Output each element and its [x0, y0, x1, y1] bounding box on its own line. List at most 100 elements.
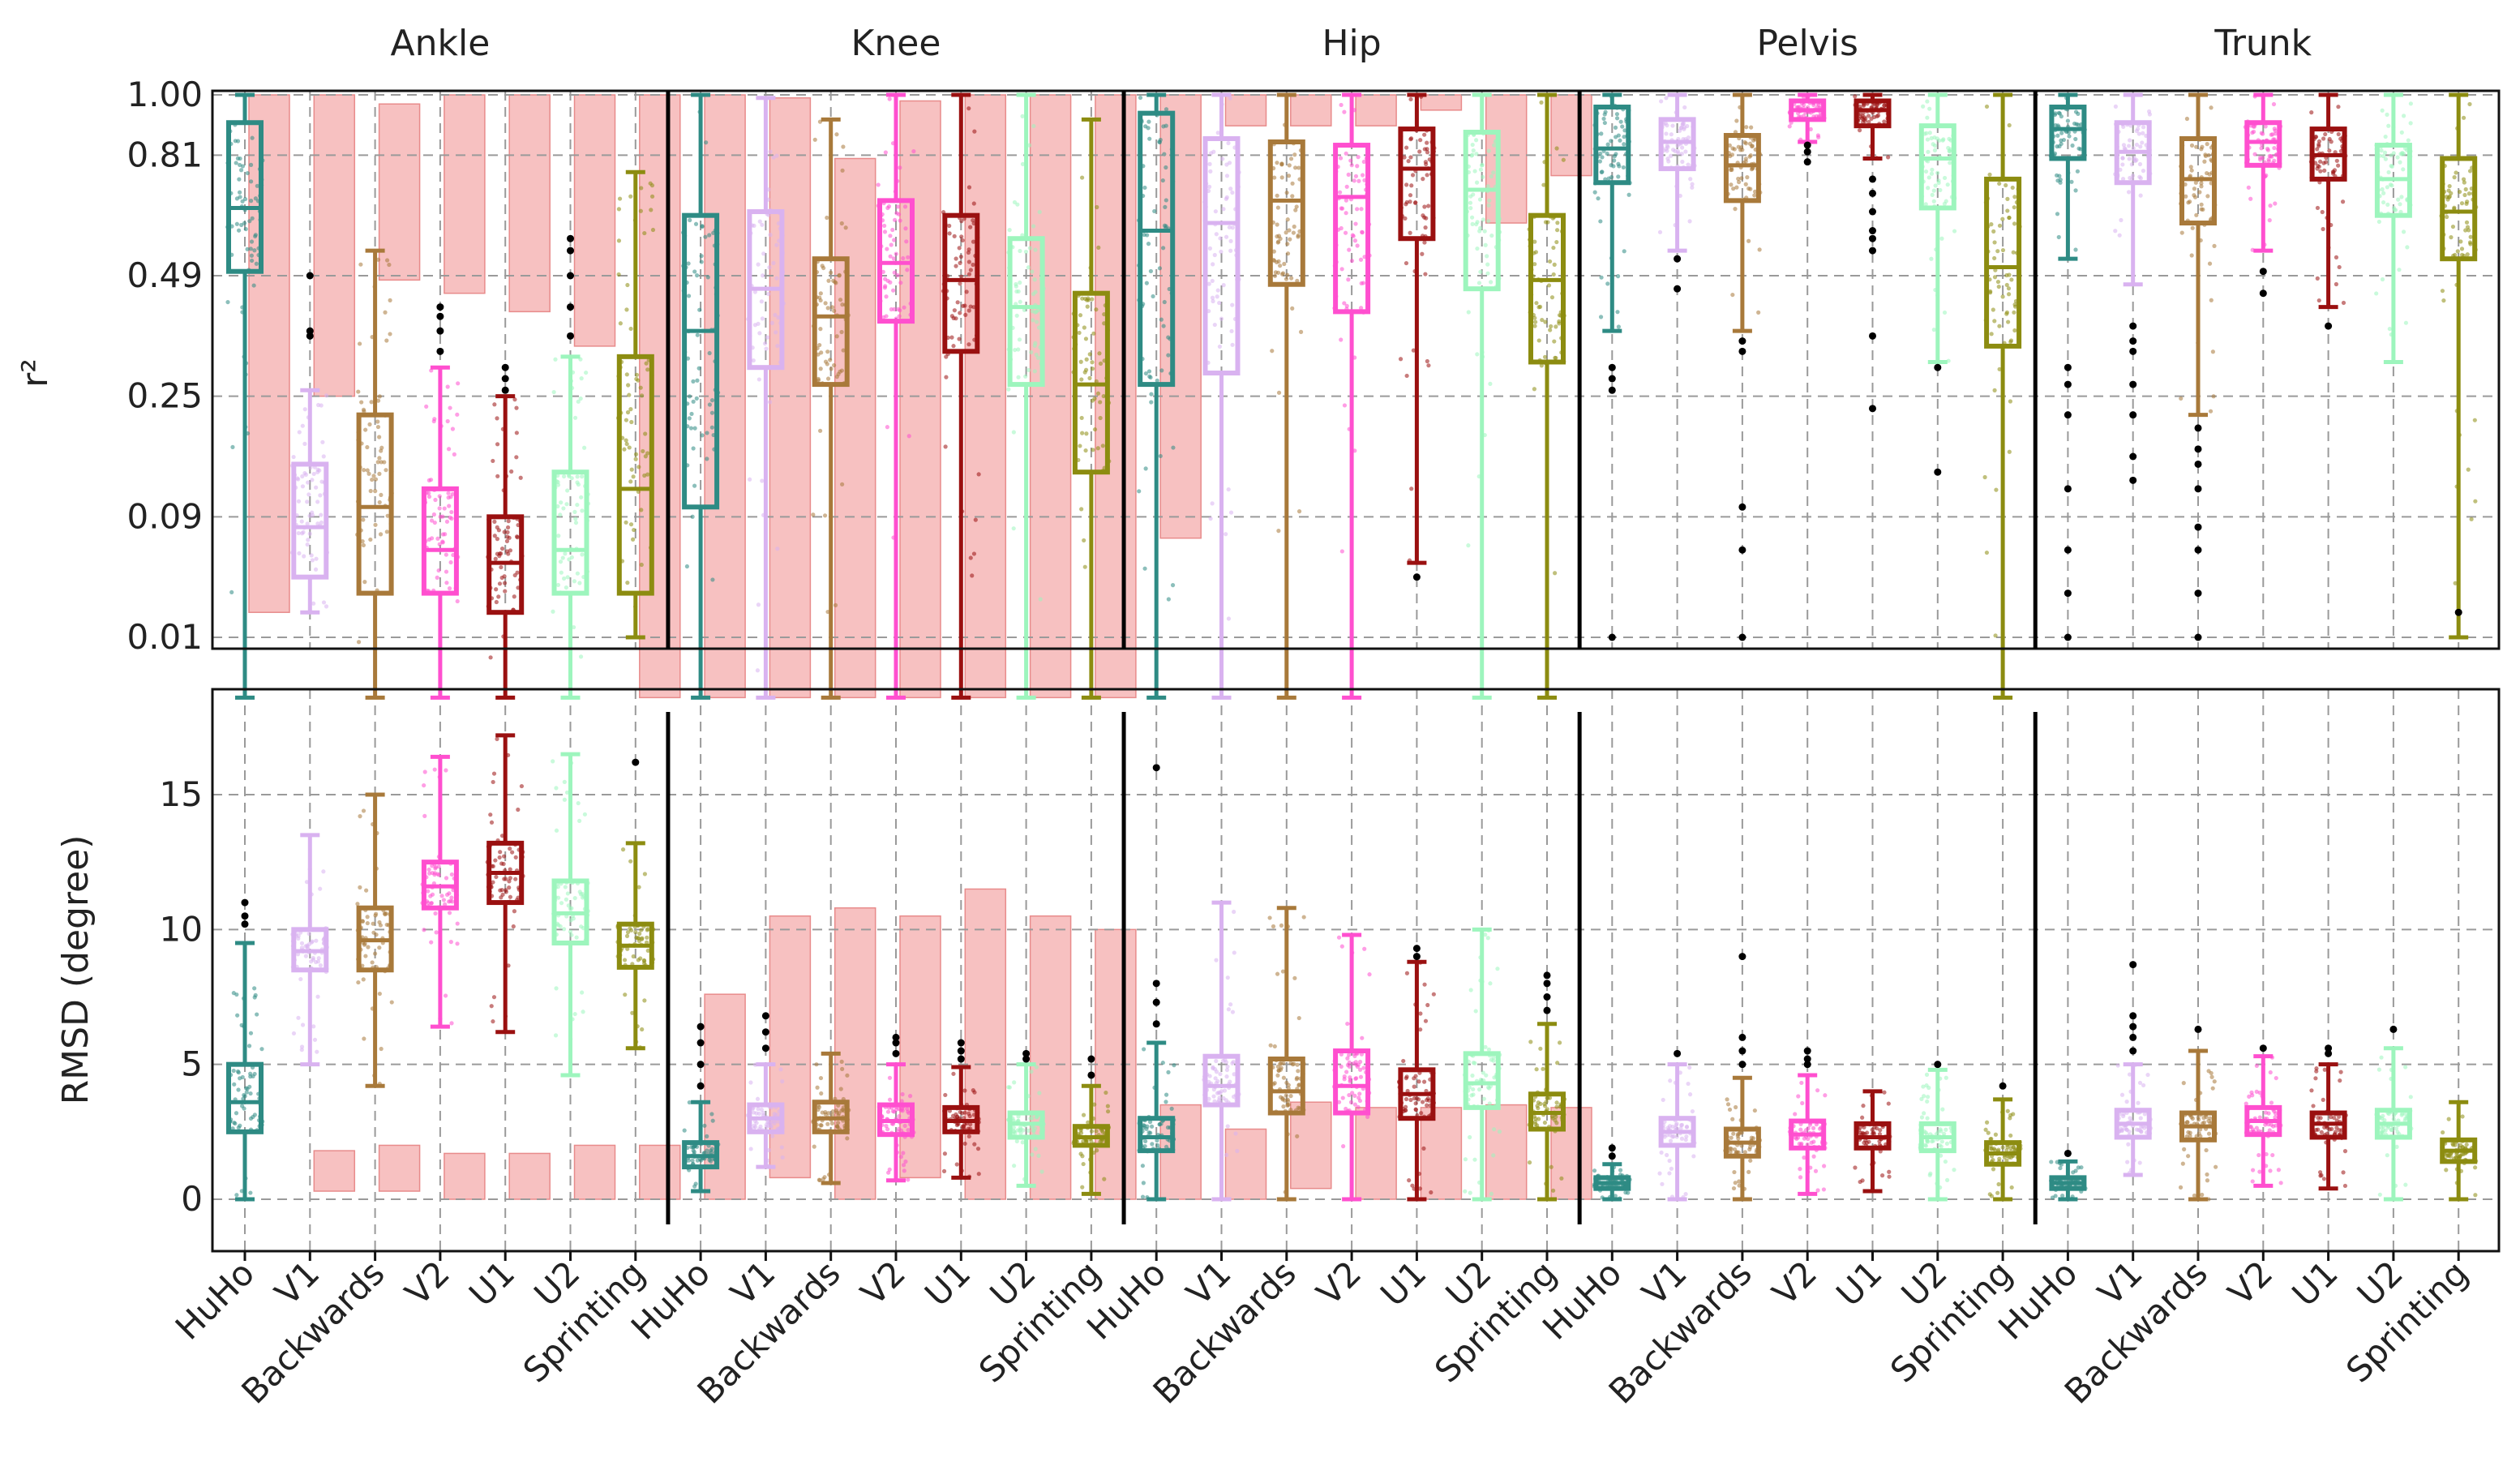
data-point-rmsd-trunk-huho — [2076, 1165, 2081, 1170]
data-point-r2-ankle-u2 — [565, 575, 570, 580]
data-point-rmsd-ankle-u1 — [502, 854, 507, 859]
data-point-r2-hip-u2 — [1486, 148, 1491, 153]
data-point-r2-hip-u1 — [1422, 215, 1427, 220]
data-point-r2-hip-u2 — [1485, 184, 1490, 189]
data-point-rmsd-ankle-v2 — [429, 901, 434, 906]
data-point-r2-ankle-u2 — [561, 576, 567, 581]
data-point-r2-pelvis-huho — [1601, 116, 1606, 122]
data-point-r2-hip-huho — [1164, 165, 1168, 170]
data-point-r2-hip-u1 — [1426, 363, 1431, 368]
data-point-r2-trunk-v1 — [2113, 104, 2118, 109]
data-point-rmsd-hip-v2 — [1347, 1060, 1352, 1065]
data-point-r2-pelvis-sprinting — [2012, 302, 2017, 307]
outlier-point-r2-pelvis-v1 — [1674, 255, 1682, 263]
data-point-r2-knee-v2 — [876, 182, 881, 187]
data-point-rmsd-hip-huho — [1155, 1142, 1160, 1148]
data-point-r2-knee-v2 — [904, 239, 909, 244]
data-point-rmsd-hip-u2 — [1463, 1157, 1468, 1162]
data-point-rmsd-ankle-huho — [243, 1086, 249, 1091]
box-group-r2-hip-u1 — [1398, 92, 1437, 581]
outlier-point-rmsd-knee-sprinting — [1087, 1055, 1095, 1063]
data-point-r2-hip-v2 — [1339, 549, 1344, 554]
data-point-r2-knee-u1 — [954, 256, 958, 261]
data-point-rmsd-hip-u1 — [1404, 1096, 1409, 1102]
data-point-rmsd-pelvis-v1 — [1674, 1122, 1678, 1128]
data-point-rmsd-pelvis-u2 — [1924, 1083, 1929, 1088]
data-point-rmsd-hip-v2 — [1345, 1021, 1350, 1027]
data-point-r2-ankle-u1 — [494, 599, 499, 605]
data-point-r2-knee-v1 — [774, 153, 779, 158]
data-point-r2-ankle-v1 — [302, 554, 306, 559]
data-point-r2-trunk-v1 — [2141, 125, 2146, 130]
data-point-r2-trunk-v1 — [2146, 109, 2152, 114]
box-iqr-r2-ankle-v1 — [291, 461, 329, 580]
data-point-r2-knee-v2 — [892, 307, 897, 311]
data-point-r2-pelvis-sprinting — [1997, 324, 2002, 328]
data-point-r2-hip-u1 — [1424, 161, 1429, 167]
data-point-r2-knee-u1 — [952, 234, 957, 238]
data-point-r2-hip-u2 — [1489, 174, 1494, 179]
data-point-r2-ankle-v1 — [299, 531, 305, 536]
data-point-r2-pelvis-u2 — [1940, 138, 1945, 143]
data-point-r2-knee-v1 — [765, 335, 770, 340]
data-point-r2-pelvis-v1 — [1690, 185, 1695, 190]
data-point-rmsd-knee-backwards — [839, 1059, 844, 1064]
data-point-rmsd-ankle-u2 — [564, 790, 570, 795]
reference-band-rmsd-knee-v1 — [769, 915, 812, 1179]
data-point-rmsd-pelvis-v2 — [1800, 1100, 1805, 1106]
data-point-rmsd-ankle-v2 — [422, 782, 426, 788]
data-point-r2-hip-v1 — [1206, 281, 1211, 286]
data-point-rmsd-ankle-v2 — [433, 866, 438, 871]
data-point-r2-pelvis-u2 — [1929, 171, 1935, 176]
data-point-r2-trunk-backwards — [2210, 349, 2215, 354]
data-point-r2-ankle-huho — [253, 233, 258, 238]
data-point-rmsd-pelvis-u2 — [1944, 1141, 1950, 1146]
data-point-r2-knee-u1 — [968, 304, 973, 309]
data-point-rmsd-ankle-sprinting — [625, 946, 630, 951]
data-point-rmsd-ankle-u2 — [554, 786, 559, 791]
data-point-r2-ankle-sprinting — [627, 392, 632, 397]
data-point-r2-knee-sprinting — [1079, 507, 1084, 512]
data-point-rmsd-hip-v2 — [1336, 935, 1342, 940]
data-point-r2-ankle-u2 — [576, 399, 581, 404]
data-point-r2-knee-sprinting — [1082, 564, 1087, 569]
data-point-r2-ankle-u2 — [569, 555, 574, 559]
outlier-point-r2-ankle-v2 — [436, 303, 444, 311]
data-point-rmsd-knee-huho — [709, 1112, 714, 1117]
data-point-r2-hip-huho — [1143, 466, 1148, 471]
data-point-rmsd-hip-u1 — [1408, 1097, 1413, 1103]
box-group-rmsd-hip-huho — [1137, 764, 1176, 1202]
reference-band-rmsd-hip-v2 — [1355, 1107, 1397, 1200]
outlier-point-r2-pelvis-backwards — [1738, 337, 1746, 345]
data-point-rmsd-ankle-huho — [231, 1068, 236, 1074]
data-point-r2-trunk-v1 — [2138, 144, 2143, 149]
data-point-r2-pelvis-backwards — [1740, 148, 1745, 152]
data-point-r2-knee-u1 — [954, 316, 958, 321]
outlier-point-rmsd-knee-huho — [696, 1061, 705, 1069]
data-point-r2-ankle-sprinting — [641, 448, 645, 454]
data-point-rmsd-knee-u1 — [968, 1121, 973, 1127]
data-point-r2-knee-v2 — [888, 234, 893, 238]
data-point-rmsd-ankle-v1 — [314, 938, 319, 943]
data-point-r2-pelvis-u2 — [1942, 175, 1948, 181]
data-point-rmsd-ankle-v2 — [447, 911, 452, 915]
data-point-r2-pelvis-backwards — [1757, 247, 1762, 252]
data-point-r2-hip-u1 — [1425, 358, 1429, 364]
data-point-r2-ankle-huho — [240, 199, 245, 204]
data-point-rmsd-hip-v2 — [1347, 1064, 1352, 1070]
data-point-r2-knee-huho — [685, 356, 691, 361]
data-point-r2-pelvis-v1 — [1690, 182, 1695, 186]
data-point-r2-ankle-backwards — [361, 542, 366, 548]
data-point-r2-knee-u1 — [962, 303, 967, 308]
data-point-rmsd-hip-u1 — [1425, 1002, 1430, 1008]
data-point-rmsd-knee-huho — [687, 1100, 692, 1105]
box-iqr-r2-pelvis-v1 — [1658, 117, 1696, 172]
data-point-rmsd-ankle-u1 — [491, 771, 497, 776]
data-point-rmsd-pelvis-sprinting — [2004, 1147, 2009, 1153]
data-point-rmsd-knee-backwards — [830, 1112, 835, 1117]
box-group-r2-knee-u2 — [1006, 92, 1046, 700]
data-point-rmsd-pelvis-sprinting — [1991, 1157, 1995, 1163]
data-point-r2-trunk-backwards — [2211, 394, 2216, 399]
data-point-rmsd-hip-v1 — [1213, 1076, 1218, 1081]
outlier-point-r2-pelvis-v2 — [1803, 158, 1811, 166]
